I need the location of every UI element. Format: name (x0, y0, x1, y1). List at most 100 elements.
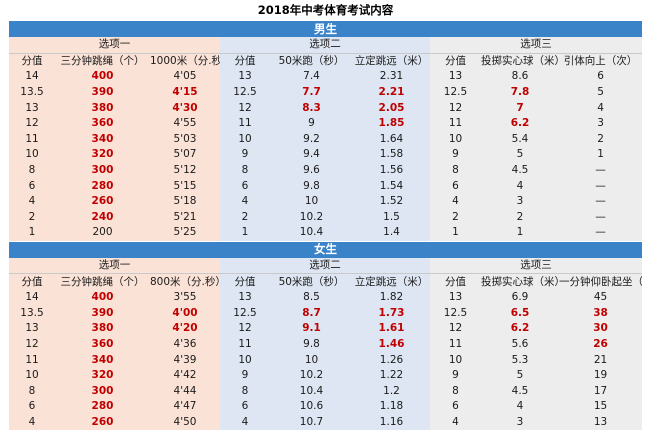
table-cell: 10 (430, 132, 481, 148)
table-cell: 280 (55, 399, 150, 415)
table-cell: 390 (55, 85, 150, 101)
table-cell: 12 (9, 116, 55, 132)
table-cell: 17 (559, 383, 642, 399)
table-cell: 4 (220, 415, 270, 430)
table-cell: 280 (55, 178, 150, 194)
table-cell: 4'15 (150, 85, 220, 101)
table-cell: 1.46 (353, 337, 430, 353)
table-cell: 10 (220, 352, 270, 368)
table-cell: 4 (9, 415, 55, 430)
table-cell: 2 (9, 210, 55, 226)
table-cell: 320 (55, 368, 150, 384)
table-cell: 260 (55, 415, 150, 430)
table-cell: 13 (430, 69, 481, 85)
table-cell: 1.54 (353, 178, 430, 194)
table-cell: 21 (559, 352, 642, 368)
column-header: 分值 (9, 53, 55, 69)
table-cell: 7.7 (270, 85, 353, 101)
column-header: 50米跑（秒） (270, 274, 353, 290)
section-title: 男生 (9, 21, 642, 38)
column-header: 投掷实心球（米） (481, 53, 559, 69)
table-cell: 5'21 (150, 210, 220, 226)
table-cell: 5 (481, 368, 559, 384)
table-cell: 4'05 (150, 69, 220, 85)
section-title: 女生 (9, 241, 642, 258)
table-cell: 1.58 (353, 147, 430, 163)
table-cell: 340 (55, 352, 150, 368)
column-header: 分值 (430, 274, 481, 290)
table-cell: 5'25 (150, 225, 220, 241)
table-cell: 38 (559, 306, 642, 322)
table-cell: 8.6 (481, 69, 559, 85)
table-cell: 5.3 (481, 352, 559, 368)
table-cell: 4'20 (150, 321, 220, 337)
option-group-label: 选项一 (9, 37, 220, 53)
option-group-label: 选项三 (430, 258, 642, 274)
table-cell: 10 (270, 194, 353, 210)
table-cell: 12.5 (430, 306, 481, 322)
table-cell: 5.4 (481, 132, 559, 148)
table-cell: 1.5 (353, 210, 430, 226)
table-cell: 14 (9, 69, 55, 85)
table-cell: 15 (559, 399, 642, 415)
table-cell: 6.5 (481, 306, 559, 322)
table-cell: 2.31 (353, 69, 430, 85)
table-cell: 2 (430, 210, 481, 226)
table-cell: 9.6 (270, 163, 353, 179)
table-cell: 1.4 (353, 225, 430, 241)
table-cell: 300 (55, 163, 150, 179)
table-cell: 2.05 (353, 100, 430, 116)
table-cell: 12.5 (220, 306, 270, 322)
table-cell: 12.5 (430, 85, 481, 101)
table-cell: 13 (9, 100, 55, 116)
table-cell: 13.5 (9, 306, 55, 322)
table-cell: 4 (430, 415, 481, 430)
table-cell: 3 (481, 194, 559, 210)
table-cell: 200 (55, 225, 150, 241)
table-cell: 340 (55, 132, 150, 148)
table-cell: 10 (220, 132, 270, 148)
column-header: 立定跳远（米） (353, 274, 430, 290)
table-cell: — (559, 163, 642, 179)
table-cell: 4.5 (481, 383, 559, 399)
table-cell: 26 (559, 337, 642, 353)
table-cell: 6 (9, 399, 55, 415)
option-group-row: 选项一选项二选项三 (9, 37, 642, 53)
table-cell: 9 (430, 368, 481, 384)
table-cell: 360 (55, 337, 150, 353)
table-cell: 4'42 (150, 368, 220, 384)
table-cell: 11 (430, 337, 481, 353)
table-cell: 400 (55, 69, 150, 85)
table-cell: 11 (9, 132, 55, 148)
table-cell: 3 (559, 116, 642, 132)
table-cell: 5'07 (150, 147, 220, 163)
table-cell: 13.5 (9, 85, 55, 101)
table-cell: 390 (55, 306, 150, 322)
table-cell: 8 (430, 163, 481, 179)
table-cell: 380 (55, 321, 150, 337)
table-cell: 9 (430, 147, 481, 163)
table-cell: 5'15 (150, 178, 220, 194)
column-header: 分值 (430, 53, 481, 69)
table-cell: 9.8 (270, 337, 353, 353)
table-cell: 9.2 (270, 132, 353, 148)
column-header: 三分钟跳绳（个） (55, 53, 150, 69)
table-cell: 2.21 (353, 85, 430, 101)
table-cell: 1.52 (353, 194, 430, 210)
table-cell: 4'36 (150, 337, 220, 353)
table-cell: 4'47 (150, 399, 220, 415)
table-cell: 13 (559, 415, 642, 430)
table-cell: 7 (481, 100, 559, 116)
table-cell: 12 (430, 100, 481, 116)
table-cell: 1.26 (353, 352, 430, 368)
